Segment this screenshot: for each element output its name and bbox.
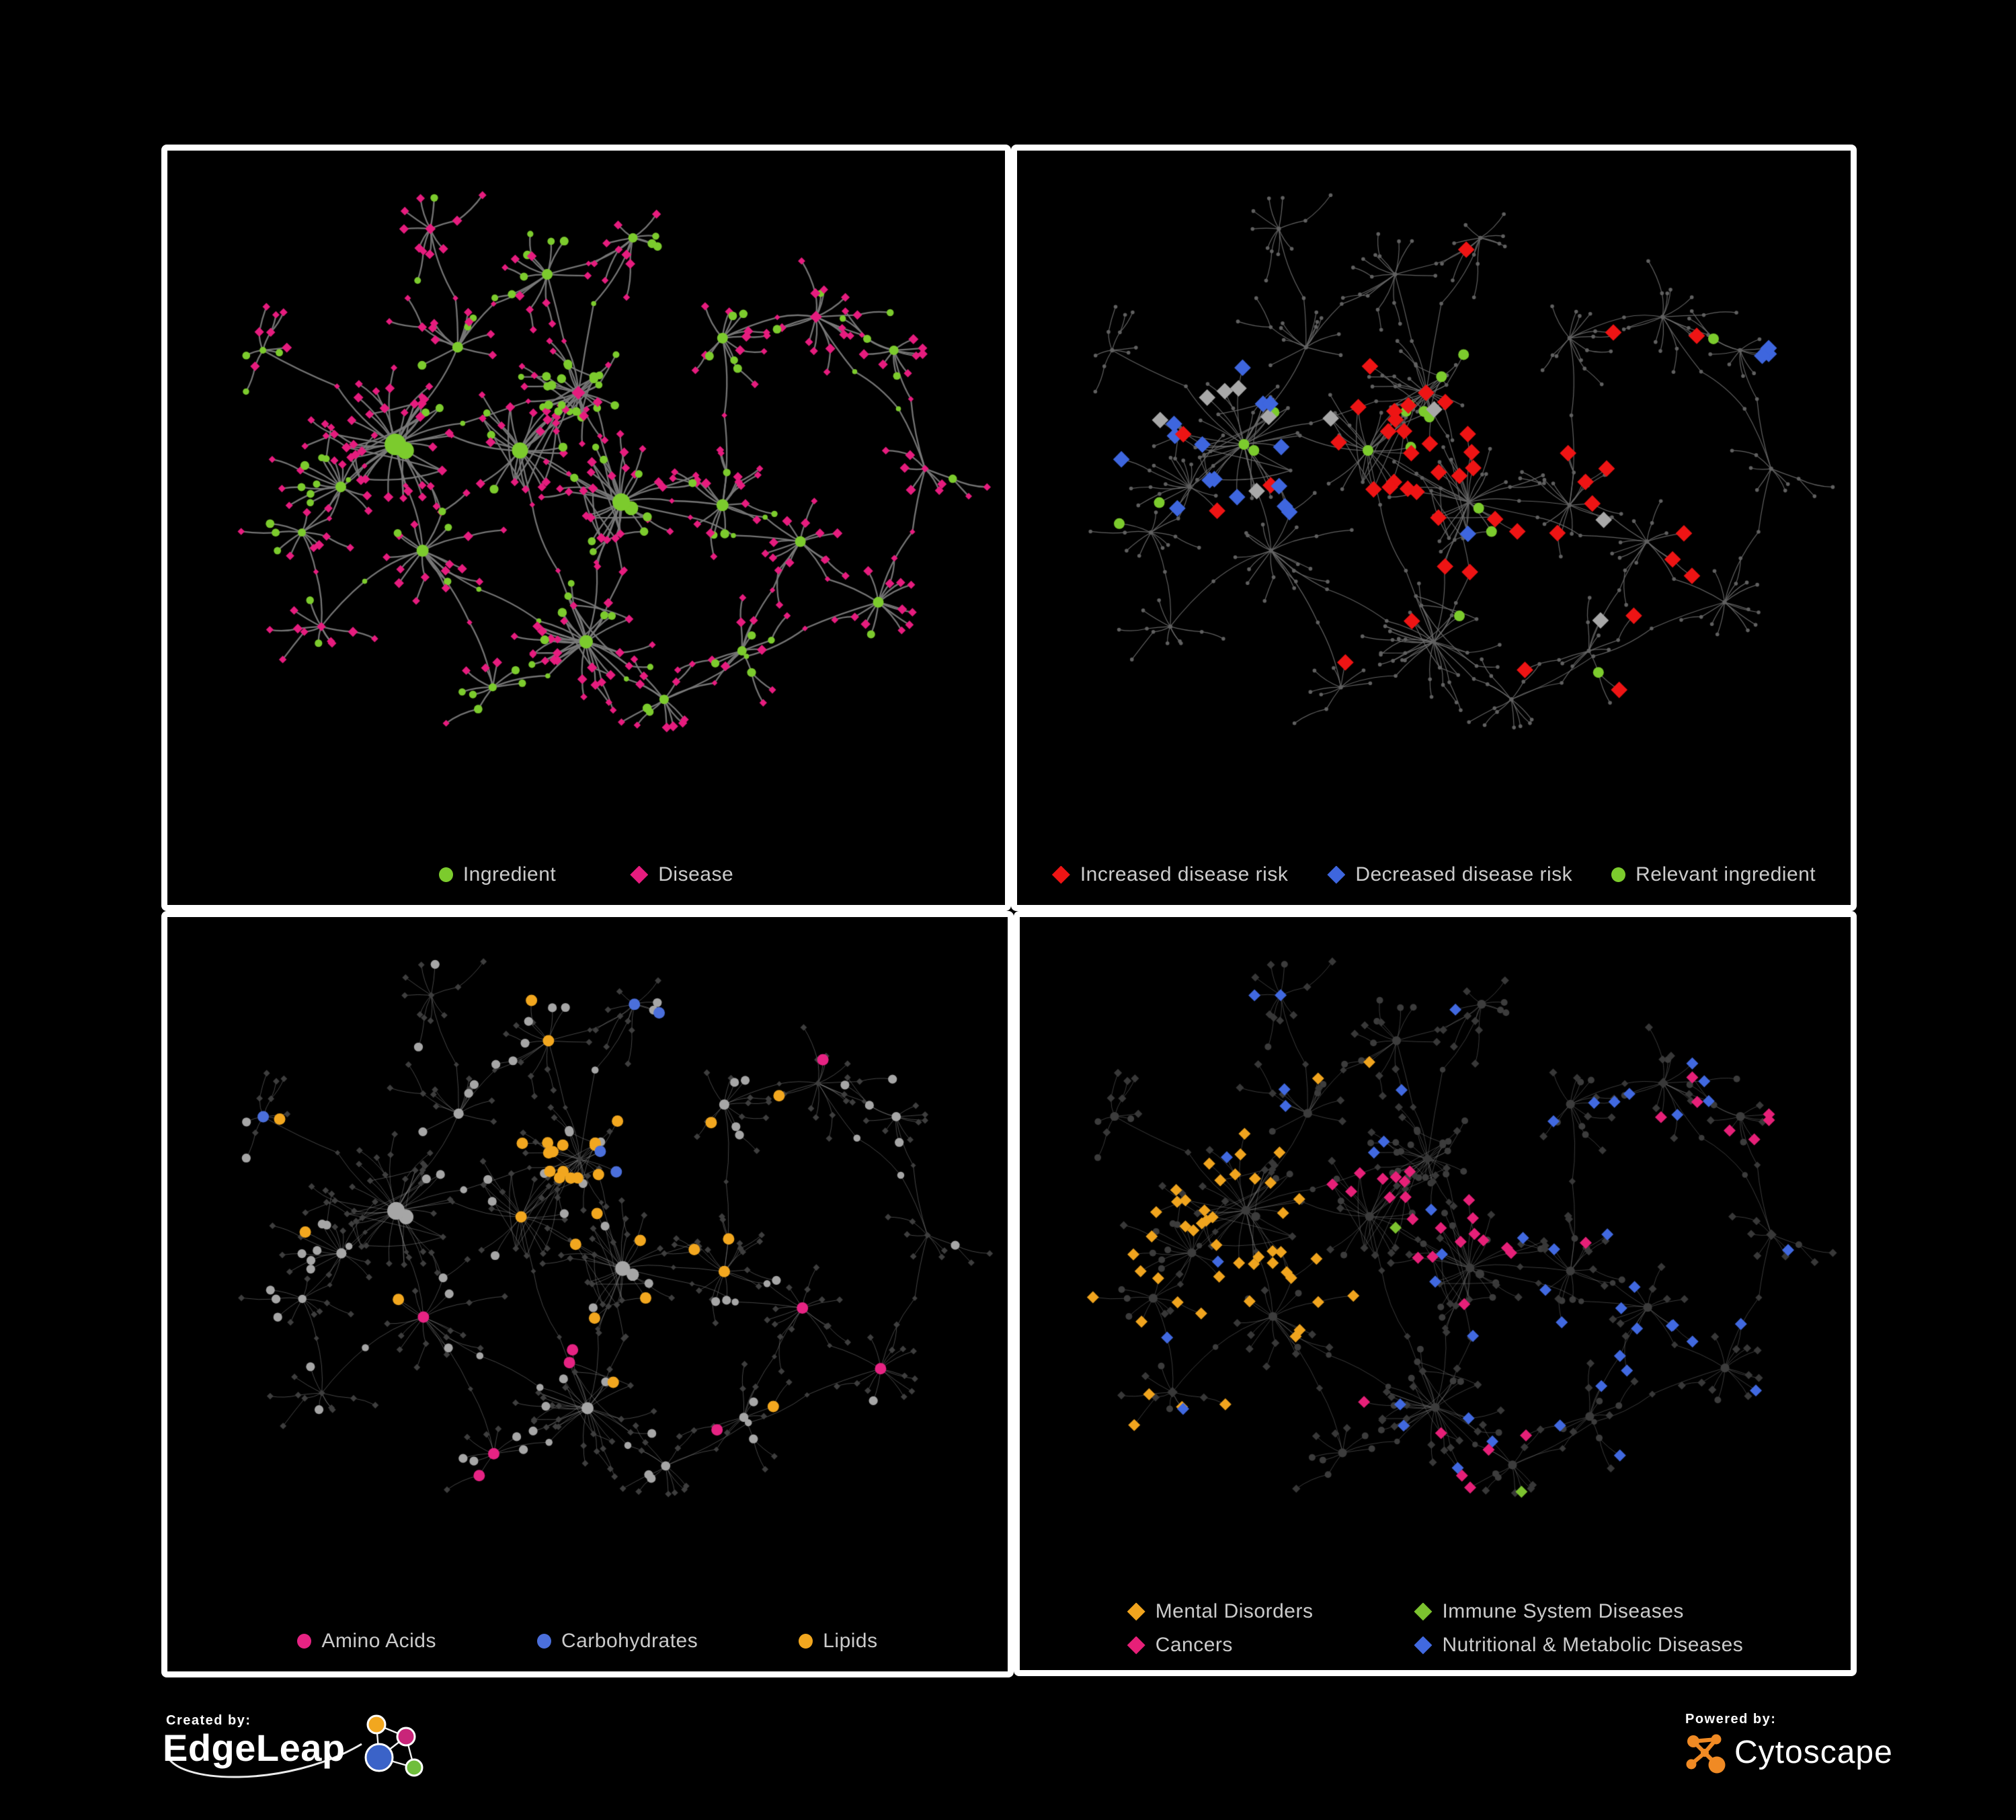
decreased-risk-marker-icon bbox=[1327, 865, 1346, 884]
amino-acids-marker-icon bbox=[297, 1634, 312, 1649]
legend-item: Cancers bbox=[1127, 1634, 1233, 1657]
legend-label: Carbohydrates bbox=[561, 1630, 698, 1652]
lipids-marker-icon bbox=[799, 1634, 813, 1649]
cytoscape-credit: Powered by: Cytoscape bbox=[1682, 1712, 1893, 1774]
edgeleap-credit: Created by: EdgeLeap bbox=[163, 1713, 452, 1804]
edgeleap-logo-icon bbox=[165, 1714, 424, 1778]
network-canvas-ingredient-disease bbox=[167, 151, 1005, 905]
legend-item: Lipids bbox=[799, 1630, 877, 1653]
relevant-ingredient-marker-icon bbox=[1611, 867, 1626, 882]
edgeleap-wordmark: EdgeLeap bbox=[163, 1727, 346, 1769]
legend-item: Disease bbox=[630, 863, 733, 886]
legend-item: Carbohydrates bbox=[536, 1630, 698, 1653]
immune-system-diseases-marker-icon bbox=[1414, 1602, 1433, 1621]
legend-label: Ingredient bbox=[462, 863, 557, 885]
legend-label: Immune System Diseases bbox=[1442, 1600, 1684, 1622]
legend-label: Cancers bbox=[1155, 1634, 1233, 1656]
legend-label: Disease bbox=[658, 863, 734, 885]
legend-item: Increased disease risk bbox=[1051, 863, 1289, 886]
powered-by-label: Powered by: bbox=[1685, 1712, 1777, 1727]
legend-label: Nutritional & Metabolic Diseases bbox=[1442, 1634, 1744, 1656]
legend-label: Lipids bbox=[823, 1630, 878, 1652]
cytoscape-logo-icon bbox=[1686, 1734, 1726, 1774]
network-canvas-ingredient-classes bbox=[167, 917, 1008, 1671]
legend-item: Ingredient bbox=[438, 863, 557, 886]
legend-ingredient-disease: Ingredient Disease bbox=[167, 863, 1005, 886]
network-canvas-disease-risk bbox=[1017, 151, 1851, 905]
legend-item: Mental Disorders bbox=[1127, 1600, 1314, 1623]
legend-label: Relevant ingredient bbox=[1636, 863, 1816, 885]
created-by-label: Created by: bbox=[166, 1713, 251, 1728]
nutritional-metabolic-diseases-marker-icon bbox=[1414, 1636, 1433, 1655]
legend-item: Amino Acids bbox=[297, 1630, 436, 1653]
legend-disease-risk: Increased disease risk Decreased disease… bbox=[1017, 863, 1851, 886]
panel-ingredient-classes: Amino Acids Carbohydrates Lipids bbox=[161, 911, 1014, 1677]
legend-item: Relevant ingredient bbox=[1611, 863, 1816, 886]
legend-disease-categories: Mental Disorders Immune System Diseases … bbox=[1127, 1600, 1744, 1657]
mental-disorders-marker-icon bbox=[1127, 1602, 1145, 1621]
disease-marker-icon bbox=[630, 865, 649, 884]
legend-ingredient-classes: Amino Acids Carbohydrates Lipids bbox=[167, 1630, 1008, 1653]
carbohydrates-marker-icon bbox=[536, 1634, 551, 1649]
ingredient-marker-icon bbox=[438, 867, 453, 882]
legend-item: Decreased disease risk bbox=[1327, 863, 1572, 886]
legend-item: Immune System Diseases bbox=[1414, 1600, 1683, 1623]
panel-disease-risk: Increased disease risk Decreased disease… bbox=[1011, 145, 1857, 911]
legend-label: Amino Acids bbox=[321, 1630, 436, 1652]
panel-disease-categories: Mental Disorders Immune System Diseases … bbox=[1014, 911, 1857, 1676]
cancers-marker-icon bbox=[1127, 1636, 1145, 1655]
panel-ingredient-disease: Ingredient Disease bbox=[161, 145, 1011, 911]
increased-risk-marker-icon bbox=[1051, 865, 1070, 884]
legend-label: Mental Disorders bbox=[1155, 1600, 1314, 1622]
legend-item: Nutritional & Metabolic Diseases bbox=[1414, 1634, 1743, 1657]
network-canvas-disease-categories bbox=[1020, 917, 1851, 1670]
cytoscape-wordmark: Cytoscape bbox=[1734, 1734, 1893, 1770]
legend-label: Decreased disease risk bbox=[1355, 863, 1573, 885]
legend-label: Increased disease risk bbox=[1080, 863, 1289, 885]
